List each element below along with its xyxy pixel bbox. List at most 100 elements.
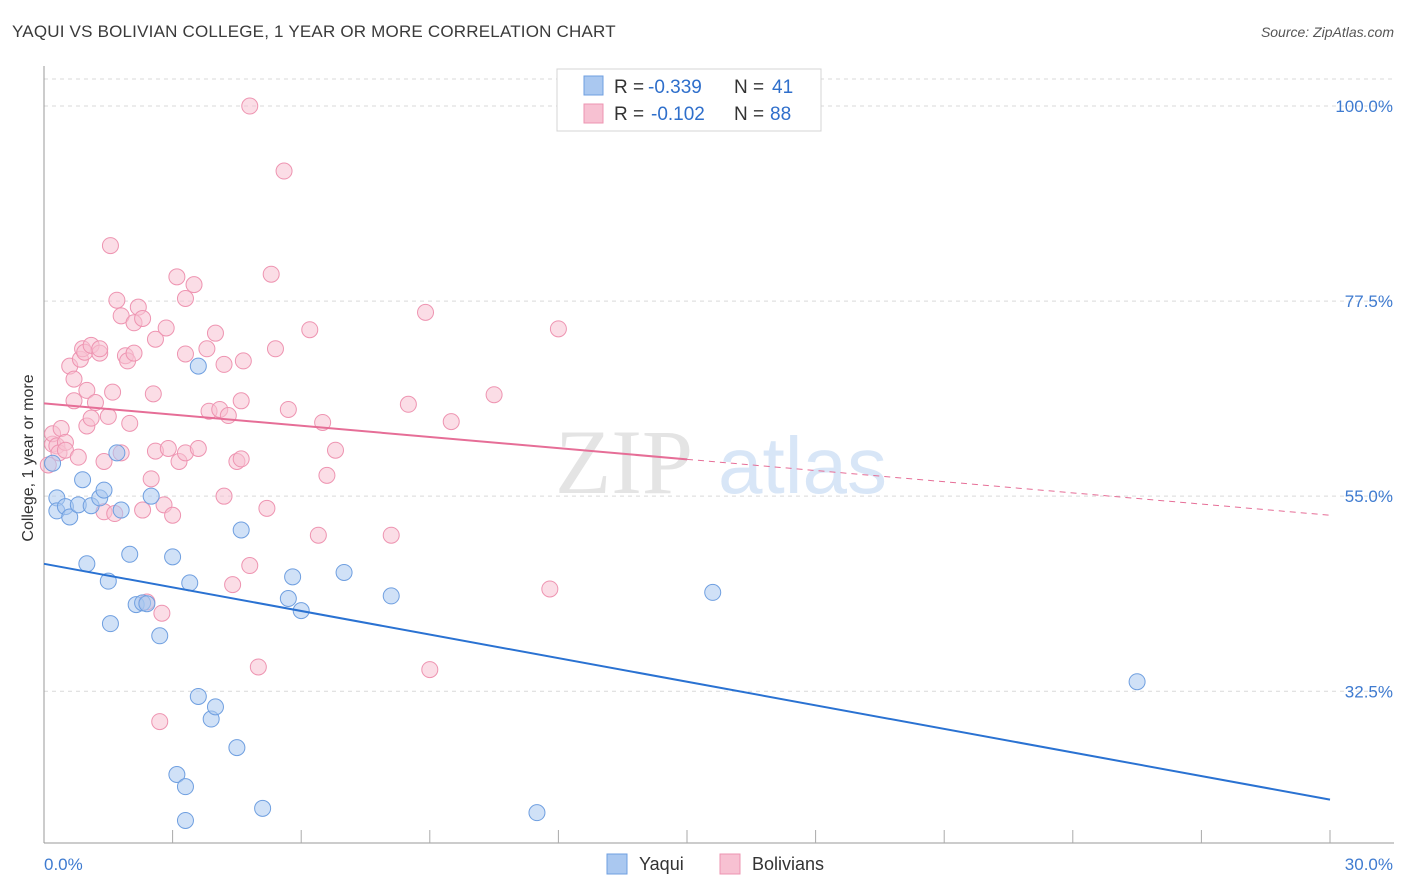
point-bolivians [275, 162, 293, 180]
point-bolivians [189, 439, 207, 457]
point-bolivians [108, 291, 126, 309]
point-yaqui [74, 471, 92, 489]
point-yaqui [254, 799, 272, 817]
point-yaqui [284, 568, 302, 586]
point-bolivians [326, 441, 344, 459]
point-yaqui [206, 698, 224, 716]
point-bolivians [241, 557, 259, 575]
point-bolivians [91, 340, 109, 358]
bottom-legend-swatch-bolivians [719, 853, 741, 875]
point-bolivians [146, 330, 164, 348]
point-yaqui [112, 501, 130, 519]
point-yaqui [704, 583, 722, 601]
point-bolivians [65, 370, 83, 388]
point-yaqui [61, 508, 79, 526]
point-bolivians [279, 400, 297, 418]
point-yaqui [176, 778, 194, 796]
point-yaqui [228, 739, 246, 757]
point-bolivians [153, 604, 171, 622]
chart-source: Source: ZipAtlas.com [1260, 24, 1394, 40]
point-yaqui [232, 521, 250, 539]
point-bolivians [215, 487, 233, 505]
trend-line-yaqui [43, 562, 1331, 801]
point-yaqui [189, 357, 207, 375]
axes [43, 66, 1394, 844]
point-bolivians [125, 344, 143, 362]
y-tick-label: 32.5% [1345, 682, 1393, 701]
series-bolivians [39, 97, 567, 731]
y-tick-label: 55.0% [1345, 487, 1393, 506]
point-bolivians [301, 321, 319, 339]
legend-swatch-yaqui [583, 75, 604, 96]
y-tick-label: 77.5% [1345, 292, 1393, 311]
point-bolivians [82, 409, 100, 427]
point-yaqui [138, 595, 156, 613]
point-yaqui [95, 481, 113, 499]
point-bolivians [417, 303, 435, 321]
point-bolivians [134, 501, 152, 519]
point-bolivians [198, 340, 216, 358]
point-bolivians [142, 470, 160, 488]
point-yaqui [108, 444, 126, 462]
point-yaqui [528, 804, 546, 822]
point-yaqui [101, 615, 119, 633]
x-tick-label-max: 30.0% [1345, 855, 1393, 874]
trend-line-bolivians-extension [686, 458, 1331, 516]
point-bolivians [104, 383, 122, 401]
legend-n-value-bolivians: 88 [770, 104, 791, 125]
point-bolivians [399, 395, 417, 413]
point-yaqui [168, 766, 186, 784]
stats-legend: R = -0.339 N = 41 R = -0.102 N = 88 [556, 68, 822, 132]
point-bolivians [101, 237, 119, 255]
bottom-legend-yaqui: Yaqui [639, 854, 684, 874]
point-yaqui [78, 555, 96, 573]
point-bolivians [95, 453, 113, 470]
legend-r-value-bolivians: -0.102 [651, 104, 705, 125]
point-yaqui [335, 563, 353, 581]
point-bolivians [249, 658, 267, 676]
point-yaqui [189, 687, 207, 705]
trend-line-bolivians [43, 402, 688, 461]
chart-title: YAQUI VS BOLIVIAN COLLEGE, 1 YEAR OR MOR… [12, 22, 616, 41]
point-bolivians [215, 355, 233, 373]
point-yaqui [1128, 673, 1146, 691]
point-bolivians [69, 448, 87, 466]
point-bolivians [134, 309, 152, 327]
point-yaqui [164, 548, 182, 566]
point-bolivians [234, 352, 252, 370]
point-bolivians [421, 661, 439, 679]
point-bolivians [185, 276, 203, 294]
point-bolivians [121, 414, 139, 432]
legend-n-label-bolivians: N = [734, 104, 764, 125]
watermark-zip: ZIP [555, 411, 693, 513]
point-bolivians [224, 576, 242, 594]
point-bolivians [219, 407, 237, 425]
x-tick-labels: 0.0% 30.0% [44, 855, 1393, 874]
trend-lines [43, 402, 1331, 801]
point-bolivians [442, 413, 460, 431]
point-bolivians [309, 526, 327, 544]
y-axis-label: College, 1 year or more [20, 374, 37, 541]
point-yaqui [382, 587, 400, 605]
point-bolivians [168, 268, 186, 286]
point-bolivians [157, 319, 175, 337]
legend-r-value-yaqui: -0.339 [648, 77, 702, 98]
bottom-legend-swatch-yaqui [606, 853, 628, 875]
point-bolivians [176, 289, 194, 307]
legend-n-value-yaqui: 41 [772, 77, 793, 98]
point-yaqui [176, 811, 194, 829]
point-bolivians [241, 97, 259, 115]
series-yaqui [44, 357, 1146, 829]
point-bolivians [232, 450, 250, 468]
point-bolivians [541, 580, 559, 598]
series-legend: Yaqui Bolivians [606, 853, 824, 875]
point-bolivians [258, 499, 276, 517]
grid-lines [44, 78, 1394, 692]
point-bolivians [382, 526, 400, 544]
x-ticks [172, 830, 1331, 843]
point-yaqui [121, 545, 139, 563]
point-bolivians [318, 466, 336, 484]
point-bolivians [99, 407, 117, 425]
watermark-atlas: atlas [718, 421, 887, 510]
